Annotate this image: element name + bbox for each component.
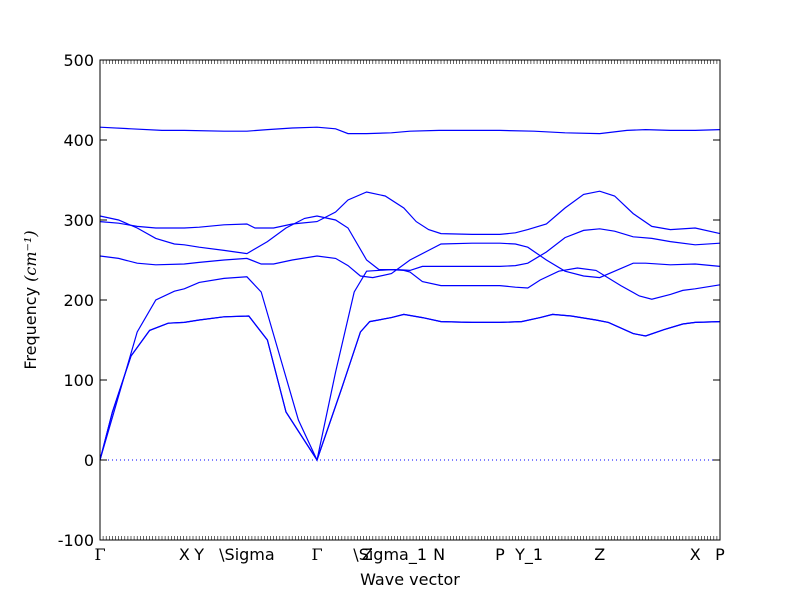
x-tick-label: \Sigma_1 (353, 545, 427, 565)
y-tick-label: 100 (63, 371, 94, 390)
x-tick-label: X (179, 545, 190, 564)
plot-area-frame (99, 59, 721, 541)
y-tick-label: 0 (84, 451, 94, 470)
series-line-branch-6 (99, 190, 721, 235)
x-tick-label: Y (193, 545, 204, 564)
x-tick-label: Y_1 (514, 545, 543, 565)
series-line-branch-5 (99, 215, 721, 272)
x-tick-label: Γ (311, 545, 322, 564)
x-tick-label: Z (594, 545, 605, 564)
y-tick-label: 500 (63, 51, 94, 70)
x-tick-label: Γ (94, 545, 105, 564)
x-tick-label: Z (362, 545, 373, 564)
series-group (99, 126, 721, 462)
x-tick-label: N (433, 545, 445, 564)
y-tick-label: 300 (63, 211, 94, 230)
x-tick-label: P (495, 545, 505, 564)
series-line-branch-4 (99, 242, 721, 279)
y-axis-label-text: Frequency (21, 287, 40, 370)
y-axis-label-unit: (cm⁻¹) (21, 230, 40, 281)
y-axis-label: Frequency (cm⁻¹) (21, 230, 40, 369)
series-line-branch-7 (99, 126, 721, 135)
y-tick-label: -100 (58, 531, 94, 550)
x-axis-label: Wave vector (360, 570, 460, 589)
x-tick-label: X (690, 545, 701, 564)
series-line-branch-2 (99, 313, 721, 462)
x-tick-label: \Sigma (219, 545, 275, 564)
y-tick-label: 200 (63, 291, 94, 310)
x-tick-label: P (715, 545, 725, 564)
series-line-branch-3 (99, 267, 721, 462)
y-tick-label: 400 (63, 131, 94, 150)
